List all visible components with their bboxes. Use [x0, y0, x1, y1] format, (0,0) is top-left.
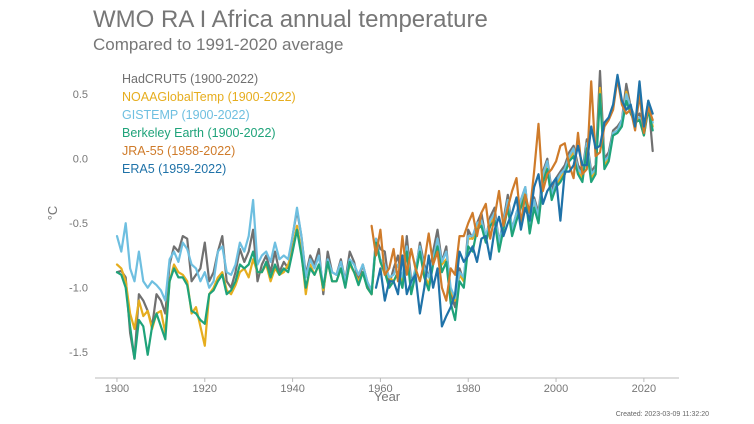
x-tick-label: 1900: [105, 383, 129, 395]
y-tick-label: -1.0: [69, 283, 88, 295]
y-tick-label: 0.0: [73, 154, 88, 166]
legend: HadCRUT5 (1900-2022) NOAAGlobalTemp (1900…: [122, 72, 296, 176]
legend-entry: NOAAGlobalTemp (1900-2022): [122, 90, 296, 104]
y-axis-label: °C: [45, 206, 60, 221]
x-tick-label: 1960: [368, 383, 392, 395]
x-tick-label: 1940: [280, 383, 304, 395]
series-line-0: [115, 69, 654, 360]
legend-entry: HadCRUT5 (1900-2022): [122, 72, 258, 86]
created-timestamp: Created: 2023-03-09 11:32:20: [616, 411, 709, 418]
y-tick-label: -0.5: [69, 218, 88, 230]
series-line-5: [374, 73, 654, 328]
chart-title: WMO RA I Africa annual temperature: [93, 6, 488, 33]
chart-subtitle: Compared to 1991-2020 average: [93, 35, 343, 54]
x-tick-label: 2020: [632, 383, 656, 395]
x-tick-label: 1980: [456, 383, 480, 395]
legend-entry: ERA5 (1959-2022): [122, 162, 226, 176]
legend-entry: GISTEMP (1900-2022): [122, 108, 250, 122]
series-line-4: [370, 77, 654, 302]
legend-entry: JRA-55 (1958-2022): [122, 144, 235, 158]
x-tick-label: 2000: [544, 383, 568, 395]
axes: 1900 1920 1940 1960 1980 2000 2020 -1.5 -1.0 -0.5…: [69, 89, 679, 395]
x-tick-label: 1920: [193, 383, 217, 395]
x-axis-label: Year: [374, 389, 401, 404]
y-tick-label: 0.5: [73, 89, 88, 101]
legend-entry: Berkeley Earth (1900-2022): [122, 126, 276, 140]
plot-area: [115, 69, 654, 360]
y-tick-label: -1.5: [69, 347, 88, 359]
